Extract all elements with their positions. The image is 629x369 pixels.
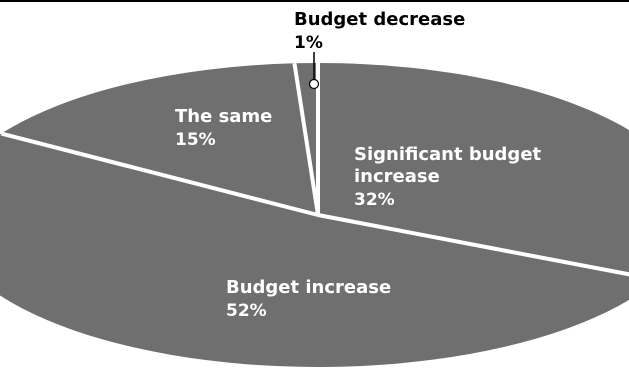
- slice-separator-3: [292, 62, 320, 216]
- slice-separator-1: [317, 213, 629, 277]
- slice-separator-2: [0, 131, 319, 217]
- label-significant-increase-line1: Significant budget: [354, 144, 542, 165]
- pie-slices: [0, 62, 629, 367]
- slice-budget-increase: [0, 133, 629, 367]
- label-budget-decrease: Budget decrease: [294, 9, 465, 30]
- value-the-same: 15%: [175, 130, 216, 150]
- value-budget-increase: 52%: [226, 301, 267, 321]
- label-budget-increase: Budget increase: [226, 277, 391, 298]
- value-budget-decrease: 1%: [294, 33, 323, 53]
- label-significant-increase-line2: increase: [354, 166, 440, 187]
- label-the-same: The same: [175, 106, 272, 127]
- budget-decrease-marker-dot: [308, 78, 320, 90]
- slice-labels: Significant budget increase 32% Budget i…: [175, 9, 542, 321]
- slice-the-same: [1, 63, 318, 215]
- value-significant-increase: 32%: [354, 190, 395, 210]
- slice-significant-increase: [318, 63, 629, 275]
